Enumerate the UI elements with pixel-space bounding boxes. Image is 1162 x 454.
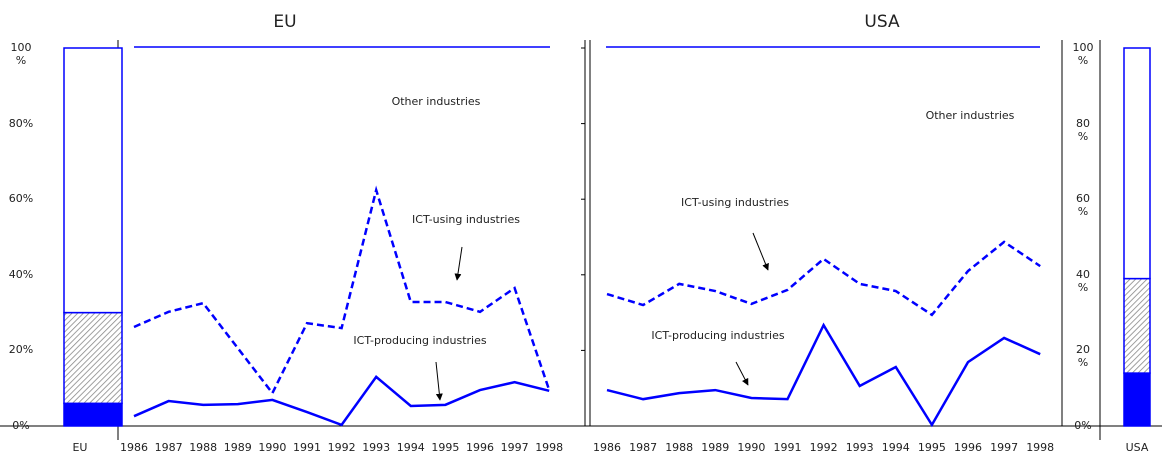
bar-segment — [63, 402, 123, 427]
x-tick-label: 1995 — [431, 441, 459, 454]
series-line — [606, 322, 1041, 428]
series-label: ICT-using industries — [681, 196, 789, 209]
annotation: Other industries — [926, 109, 1015, 122]
x-tick-label: 1989 — [224, 441, 252, 454]
y-tick-label: 40% — [8, 267, 34, 281]
annotation-arrow — [752, 232, 769, 271]
x-tick-label: 1991 — [293, 441, 321, 454]
x-tick-label: 1988 — [665, 441, 693, 454]
y-tick-label: 40 % — [1076, 267, 1090, 294]
x-tick-label: 1996 — [954, 441, 982, 454]
series-line — [606, 240, 1041, 317]
x-tick-label: 1990 — [258, 441, 286, 454]
y-tick-label: 0% — [12, 419, 30, 432]
y-tick-label: 20% — [8, 343, 34, 357]
category-label: EU — [72, 441, 87, 454]
y-tick-label: 60 % — [1076, 192, 1090, 219]
bar-segment — [63, 47, 123, 314]
x-tick-label: 1995 — [918, 441, 946, 454]
x-tick-label: 1986 — [593, 441, 621, 454]
x-tick-label: 1994 — [397, 441, 425, 454]
annotation-arrow — [435, 361, 443, 401]
y-tick-label: 80 % — [1076, 116, 1090, 143]
x-tick-label: 1992 — [328, 441, 356, 454]
series-label: ICT-producing industries — [651, 329, 784, 342]
x-tick-label: 1991 — [774, 441, 802, 454]
x-tick-label: 1997 — [990, 441, 1018, 454]
bar-segment — [1123, 47, 1151, 280]
x-tick-label: 1998 — [535, 441, 563, 454]
x-tick-label: 1990 — [737, 441, 765, 454]
bar-segment — [63, 311, 123, 405]
x-tick-label: 1993 — [362, 441, 390, 454]
category-label: USA — [1126, 441, 1149, 454]
panel-title: USA — [864, 12, 900, 32]
annotation-arrow — [454, 246, 463, 281]
x-tick-label: 1989 — [701, 441, 729, 454]
x-tick-label: 1996 — [466, 441, 494, 454]
x-tick-label: 1986 — [120, 441, 148, 454]
bar-segment — [1123, 277, 1151, 374]
x-tick-label: 1998 — [1026, 441, 1054, 454]
x-tick-label: 1992 — [810, 441, 838, 454]
y-tick-label: 60% — [8, 192, 34, 206]
x-tick-label: 1987 — [629, 441, 657, 454]
y-tick-label: 100 % — [1072, 41, 1094, 67]
y-tick-label: 100 % — [10, 41, 32, 67]
x-tick-label: 1993 — [846, 441, 874, 454]
x-tick-label: 1997 — [501, 441, 529, 454]
annotation-arrow — [735, 361, 749, 386]
y-tick-label: 0% — [1074, 419, 1092, 432]
x-tick-label: 1988 — [189, 441, 217, 454]
x-tick-label: 1994 — [882, 441, 910, 454]
annotation: Other industries — [392, 95, 481, 108]
series-line — [133, 375, 550, 427]
panel-title: EU — [273, 12, 296, 32]
y-tick-label: 20 % — [1076, 343, 1090, 370]
x-tick-label: 1987 — [155, 441, 183, 454]
y-tick-label: 80% — [8, 116, 34, 130]
frame — [0, 40, 1162, 440]
series-line — [133, 185, 551, 396]
bar-segment — [1123, 372, 1151, 427]
series-label: ICT-producing industries — [353, 334, 486, 347]
series-label: ICT-using industries — [412, 213, 520, 226]
